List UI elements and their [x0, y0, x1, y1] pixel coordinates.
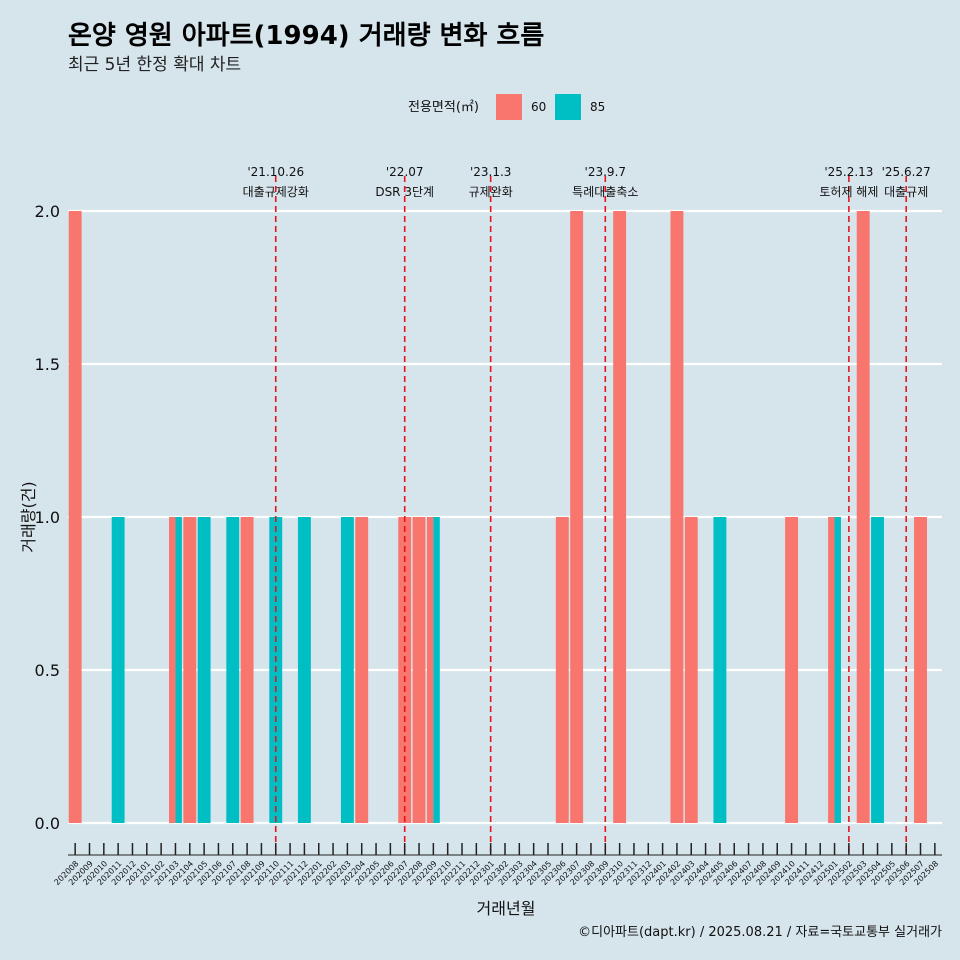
legend: 전용면적(㎡) 60 85: [408, 94, 605, 120]
event-label: DSR 3단계: [375, 185, 434, 199]
caption: ©디아파트(dapt.kr) / 2025.08.21 / 자료=국토교통부 실…: [578, 925, 942, 940]
chart-subtitle: 최근 5년 한정 확대 차트: [68, 55, 241, 75]
event-date: '25.2.13: [824, 165, 873, 179]
legend-label-85: 85: [590, 100, 605, 114]
y-axis-label: 거래량(건): [19, 481, 38, 552]
bar-60-202403: [684, 517, 698, 823]
bar-60-202402: [670, 211, 684, 823]
event-date: '21.10.26: [247, 165, 304, 179]
y-tick-label: 1.0: [35, 508, 60, 527]
event-date: '25.6.27: [882, 165, 931, 179]
y-tick-label: 0.0: [35, 814, 60, 833]
bar-60-202108: [240, 517, 254, 823]
event-date: '23.9.7: [585, 165, 626, 179]
event-label: 특례대출축소: [572, 185, 638, 199]
bar-85-202107: [226, 517, 240, 823]
bar-60-202204: [355, 517, 369, 823]
bar-85-202105: [197, 517, 211, 823]
bar-60-202310: [613, 211, 627, 823]
bar-60-202209: [426, 517, 434, 823]
y-tick-label: 2.0: [35, 202, 60, 221]
bar-85-202112: [297, 517, 311, 823]
event-date: '23.1.3: [470, 165, 511, 179]
bar-85-202504: [871, 517, 884, 823]
event-label: 규제완화: [469, 185, 513, 199]
event-label: 대출규제강화: [243, 185, 309, 199]
legend-swatch-85: [555, 94, 581, 120]
bar-60-202501: [828, 517, 835, 823]
bar-85-202405: [713, 517, 727, 823]
bar-85-202103: [175, 517, 182, 823]
y-tick-label: 1.5: [35, 355, 60, 374]
x-axis-label: 거래년월: [477, 899, 536, 918]
event-markers: '21.10.26 대출규제강화 '22.07 DSR 3단계 '23.1.3 규제완화 '…: [243, 165, 931, 855]
bar-85-202209: [433, 517, 440, 823]
bars: [68, 211, 927, 823]
bar-60-202503: [856, 211, 870, 823]
legend-swatch-60: [496, 94, 522, 120]
bar-60-202104: [183, 517, 197, 823]
event-date: '22.07: [386, 165, 424, 179]
bar-60-202410: [785, 517, 799, 823]
bar-60-202306: [555, 517, 569, 823]
y-axis-ticks: 0.0 0.5 1.0 1.5 2.0: [35, 202, 60, 833]
bar-60-202008: [68, 211, 82, 823]
chart-title: 온양 영원 아파트(1994) 거래량 변화 흐름: [68, 21, 544, 51]
y-tick-label: 0.5: [35, 661, 60, 680]
x-axis: 2020082020092020102020112020122021012021…: [53, 843, 942, 887]
bar-85-202501: [834, 517, 841, 823]
bar-60-202208: [412, 517, 426, 823]
bar-85-202011: [111, 517, 125, 823]
bar-85-202203: [340, 517, 354, 823]
event-label: 대출규제: [884, 185, 928, 199]
bar-60-202103: [169, 517, 176, 823]
event-label: 토허제 해제: [819, 185, 878, 199]
legend-title: 전용면적(㎡): [408, 100, 479, 115]
legend-label-60: 60: [531, 100, 546, 114]
bar-60-202307: [570, 211, 584, 823]
bar-60-202507: [914, 517, 927, 823]
